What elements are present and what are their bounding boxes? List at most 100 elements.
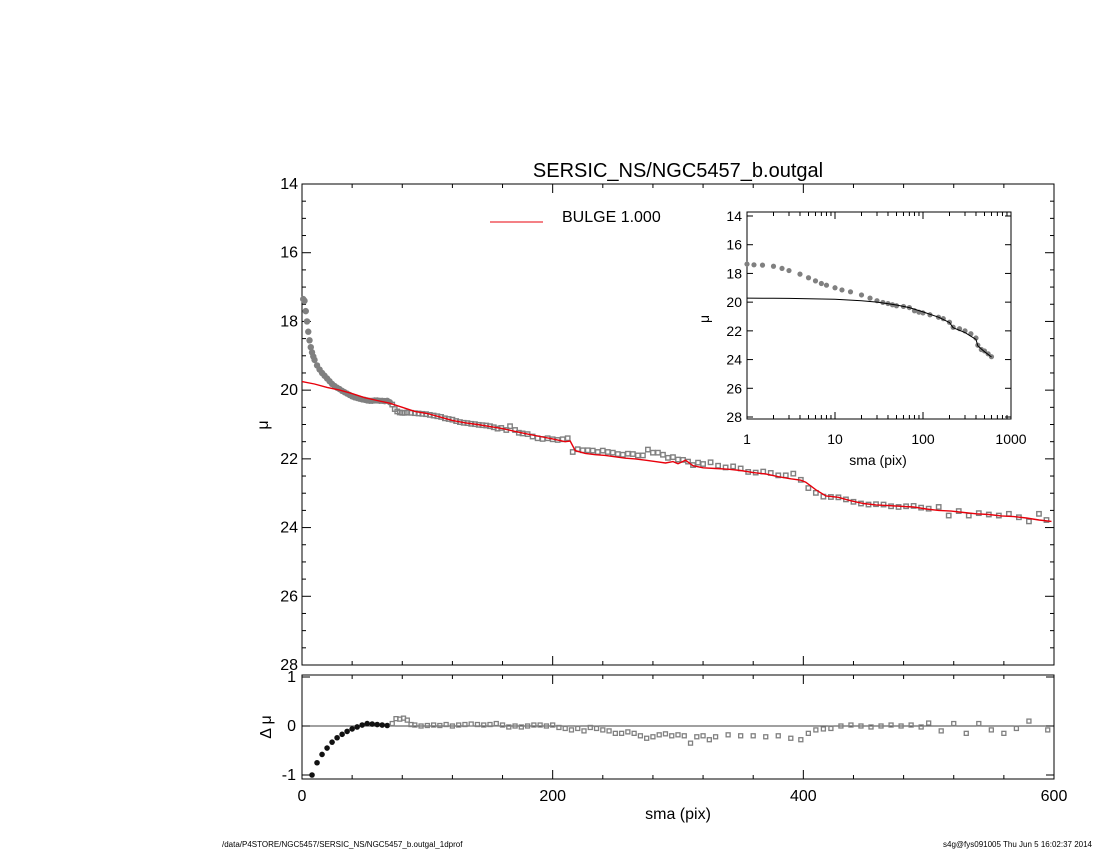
residual-point bbox=[324, 745, 330, 751]
inset-y-tick-label: 14 bbox=[726, 208, 742, 224]
residual-point bbox=[354, 724, 360, 730]
residual-point bbox=[329, 739, 335, 745]
observed-point bbox=[782, 472, 789, 479]
residual-point bbox=[374, 721, 381, 728]
main-y-tick-label: 18 bbox=[280, 313, 298, 330]
inset-x-ticks: 1 10 100 1000 bbox=[743, 212, 1027, 447]
residual-point bbox=[339, 731, 345, 738]
inset-observed-point bbox=[751, 262, 757, 268]
residual-point bbox=[687, 740, 694, 746]
residual-point bbox=[456, 722, 462, 728]
observed-point bbox=[303, 318, 311, 325]
residual-point bbox=[1045, 727, 1051, 733]
residual-point bbox=[612, 730, 618, 736]
residual-point bbox=[531, 722, 537, 728]
observed-point bbox=[306, 337, 313, 344]
inset-y-axis-label: μ bbox=[696, 315, 712, 323]
residual-point bbox=[334, 734, 340, 741]
observed-point bbox=[790, 470, 797, 477]
residual-point bbox=[750, 733, 756, 739]
residual-point bbox=[828, 725, 834, 732]
residual-point bbox=[379, 722, 386, 728]
residual-point bbox=[524, 723, 531, 729]
observed-point bbox=[609, 449, 616, 456]
residual-point bbox=[512, 723, 518, 729]
residual-y-axis-label: Δ μ bbox=[258, 715, 275, 738]
inset-x-tick-label: 1 bbox=[743, 431, 751, 447]
residual-point bbox=[389, 720, 395, 727]
residual-point bbox=[951, 720, 957, 727]
residual-observed-series bbox=[309, 715, 1051, 778]
inset-panel: 14 16 18 20 22 24 26 28 1 10 100 1000 μ sma (pix) bbox=[696, 208, 1027, 468]
observed-point bbox=[675, 456, 681, 463]
residual-point bbox=[581, 728, 587, 734]
observed-point bbox=[650, 449, 656, 456]
observed-point bbox=[640, 452, 646, 459]
residual-x-tick-label: 0 bbox=[298, 788, 307, 805]
residual-point bbox=[775, 733, 781, 739]
observed-point bbox=[604, 449, 611, 455]
observed-point bbox=[645, 446, 651, 453]
residual-point bbox=[606, 728, 612, 734]
observed-point bbox=[614, 451, 621, 457]
residual-point bbox=[449, 723, 456, 729]
residual-point bbox=[543, 723, 550, 729]
observed-point bbox=[715, 462, 722, 469]
residual-point bbox=[487, 721, 493, 728]
observed-point bbox=[730, 463, 737, 470]
inset-observed-series bbox=[744, 261, 995, 360]
observed-point bbox=[707, 459, 714, 466]
observed-point bbox=[660, 451, 666, 458]
residual-point bbox=[681, 733, 687, 739]
residual-point bbox=[587, 724, 593, 731]
residual-point bbox=[662, 731, 669, 737]
inset-observed-point bbox=[818, 280, 824, 287]
observed-point bbox=[589, 447, 596, 454]
inset-observed-point bbox=[812, 278, 819, 284]
residual-x-tick-label: 400 bbox=[790, 788, 817, 805]
footer-file-path: /data/P4STORE/NGC5457/SERSIC_NS/NGC5457_… bbox=[222, 840, 463, 849]
residual-point bbox=[344, 728, 350, 735]
main-y-tick-label: 20 bbox=[280, 382, 298, 399]
residual-point bbox=[675, 732, 681, 738]
main-y-tick-label: 26 bbox=[280, 588, 298, 605]
observed-point bbox=[584, 447, 591, 454]
observed-point bbox=[619, 451, 626, 458]
residual-point bbox=[412, 722, 418, 728]
inset-observed-point bbox=[805, 275, 812, 281]
residual-point bbox=[637, 733, 644, 739]
residual-y-tick-label: -1 bbox=[282, 767, 296, 784]
observed-point bbox=[302, 307, 309, 315]
residual-point bbox=[963, 730, 969, 736]
legend-label-bulge: BULGE 1.000 bbox=[562, 209, 661, 226]
observed-point bbox=[910, 503, 917, 509]
residual-point bbox=[349, 726, 355, 732]
inset-y-tick-label: 20 bbox=[726, 294, 742, 310]
residual-point bbox=[600, 727, 606, 733]
residual-point bbox=[878, 723, 884, 729]
inset-model-line bbox=[746, 297, 992, 358]
inset-observed-point bbox=[847, 289, 854, 295]
observed-point bbox=[1036, 510, 1042, 517]
residual-point bbox=[694, 734, 700, 740]
residual-point bbox=[493, 720, 499, 727]
residual-point bbox=[550, 722, 556, 728]
residual-point bbox=[437, 722, 443, 729]
residual-point bbox=[656, 732, 662, 738]
inset-x-axis-label: sma (pix) bbox=[849, 452, 907, 468]
residual-point bbox=[474, 721, 481, 728]
inset-x-tick-label: 100 bbox=[911, 431, 935, 447]
observed-point bbox=[594, 449, 601, 455]
observed-point bbox=[1005, 510, 1012, 517]
main-y-tick-label: 28 bbox=[280, 657, 298, 674]
residual-x-axis-label: sma (pix) bbox=[645, 806, 711, 823]
observed-point bbox=[655, 449, 661, 456]
inset-observed-point bbox=[832, 285, 838, 291]
observed-point bbox=[670, 454, 676, 461]
residual-y-tick-label: 1 bbox=[287, 669, 296, 686]
residual-point bbox=[813, 727, 819, 733]
residual-point bbox=[418, 723, 424, 729]
inset-observed-point bbox=[786, 267, 792, 274]
residual-point bbox=[644, 735, 650, 741]
